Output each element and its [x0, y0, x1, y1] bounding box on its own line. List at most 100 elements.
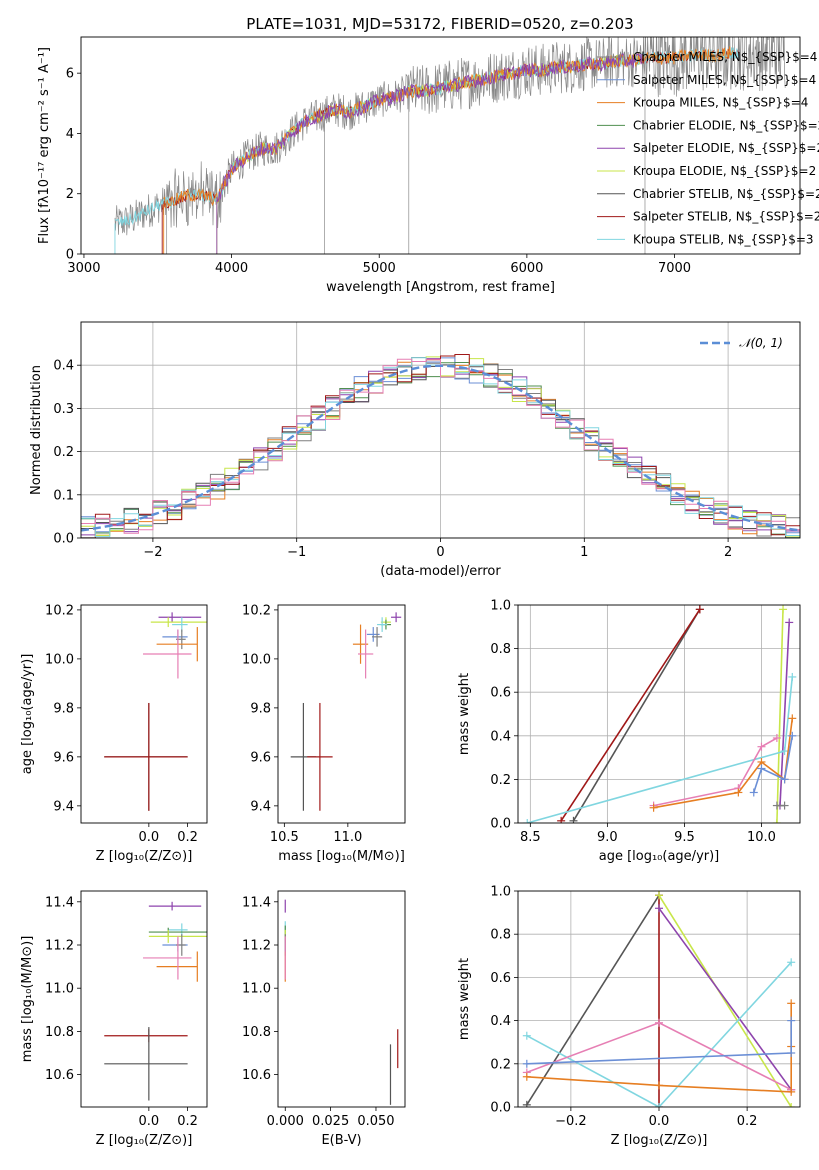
mass-weight-line — [658, 894, 792, 1107]
y-tick-label: 6 — [66, 67, 74, 82]
y-tick-label: 11.2 — [45, 939, 74, 954]
y-tick-label: 0.3 — [53, 402, 74, 417]
y-tick-label: 1.0 — [490, 885, 511, 900]
marker — [522, 1072, 531, 1081]
data-point — [172, 617, 188, 632]
y-tick-label: 0.2 — [490, 773, 511, 788]
mass-weight-line — [753, 735, 794, 793]
data-point — [156, 627, 198, 662]
x-tick-label: 0.0 — [139, 1114, 160, 1129]
x-tick-label: 6000 — [510, 261, 543, 276]
massweight_vs_Z-x-axis-label: Z [log₁₀(Z/Z⊙)] — [611, 1133, 708, 1148]
marker — [557, 816, 566, 823]
mass_vs_Z-x-axis-label: Z [log₁₀(Z/Z⊙)] — [96, 1133, 193, 1148]
spectrum-legend: Chabrier MILES, N$_{SSP}$=4 Salpeter MILE… — [597, 50, 819, 246]
data-point — [148, 927, 207, 937]
data-point — [143, 629, 192, 679]
y-tick-label: 4 — [66, 127, 74, 142]
legend-entry: Salpeter ELODIE, N$_{SSP}$=2 — [633, 141, 819, 155]
marker — [772, 733, 781, 742]
mass_vs_Z-plot-area — [104, 901, 207, 1101]
mass-weight-line — [658, 907, 792, 1091]
x-tick-label: 1 — [580, 545, 588, 560]
x-tick-label: 4000 — [215, 261, 248, 276]
axes-frame — [277, 890, 406, 1108]
data-point — [162, 629, 188, 645]
legend-entry: Kroupa STELIB, N$_{SSP}$=3 — [633, 232, 814, 246]
massweight_vs_Z-plot-area — [518, 891, 800, 1107]
marker — [787, 958, 796, 967]
mass-weight-line — [572, 608, 701, 822]
y-tick-label: 10.0 — [45, 652, 74, 667]
marker — [749, 788, 758, 797]
axes-frame — [80, 321, 801, 539]
y-tick-label: 10.2 — [242, 603, 271, 618]
marker — [734, 788, 743, 797]
data-point — [307, 702, 333, 811]
data-point — [148, 901, 202, 911]
axes-frame — [80, 604, 208, 824]
marker — [785, 618, 794, 627]
y-tick-label: 9.4 — [53, 799, 74, 814]
marker — [787, 1087, 796, 1096]
y-tick-label: 11.0 — [45, 982, 74, 997]
massweight_vs_age-panel: 8.5 9.0 9.5 10.0 0.0 0.2 0.4 0.6 0.8 1.0 age [log₁… — [457, 599, 801, 864]
x-tick-label: −2 — [143, 545, 162, 560]
y-tick-label: 10.8 — [45, 1025, 74, 1040]
legend-entry: Kroupa ELODIE, N$_{SSP}$=2 — [633, 164, 816, 178]
mass-weight-line — [776, 609, 784, 823]
y-tick-label: 11.4 — [45, 895, 74, 910]
marker — [788, 731, 797, 740]
y-tick-label: 0.2 — [490, 1057, 511, 1072]
marker — [757, 742, 766, 751]
marker — [787, 1103, 796, 1107]
age_vs_Z-plot-area — [104, 612, 207, 811]
y-tick-label: 0.4 — [53, 359, 74, 374]
y-tick-label: 0.2 — [53, 445, 74, 460]
y-tick-label: 9.4 — [250, 799, 271, 814]
massweight_vs_age-x-axis-label: age [log₁₀(age/yr)] — [599, 849, 720, 864]
x-tick-label: 7000 — [658, 261, 691, 276]
marker — [780, 775, 789, 784]
residuals-plot-area — [81, 322, 800, 538]
marker — [649, 803, 658, 812]
y-tick-label: 11.4 — [242, 895, 271, 910]
age_vs_Z-panel: 0.0 0.2 9.4 9.6 9.8 10.0 10.2 Z [log₁₀(Z/Z⊙)] ag… — [20, 603, 208, 864]
legend-entry: Chabrier MILES, N$_{SSP}$=4 — [633, 50, 817, 64]
mass_vs_ebv-plot-area — [284, 899, 399, 1105]
spectrum-plot-area — [114, 37, 786, 254]
x-tick-label: 0.000 — [267, 1114, 304, 1129]
x-tick-label: 3000 — [67, 261, 100, 276]
y-tick-label: 0.0 — [53, 532, 74, 547]
x-tick-label: 0.0 — [139, 830, 160, 845]
marker — [788, 672, 797, 681]
marker — [569, 816, 578, 823]
spectrum-x-axis-label: wavelength [Angstrom, rest frame] — [326, 280, 555, 295]
data-point — [366, 627, 380, 642]
marker — [787, 1049, 796, 1057]
y-tick-label: 2 — [66, 187, 74, 202]
legend-entry: Chabrier STELIB, N$_{SSP}$=2 — [633, 187, 819, 201]
marker — [780, 801, 789, 810]
marker — [655, 1081, 663, 1090]
age_vs_mass-plot-area — [290, 612, 402, 811]
y-tick-label: 1.0 — [490, 599, 511, 614]
figure-title: PLATE=1031, MJD=53172, FIBERID=0520, z=0… — [246, 15, 633, 33]
y-tick-label: 0.0 — [490, 1101, 511, 1116]
massweight_vs_Z-y-axis-label: mass weight — [457, 958, 472, 1040]
marker — [788, 714, 797, 723]
spectrum-y-axis-label: Flux [fλ10⁻¹⁷ erg cm⁻² s⁻¹ A⁻¹] — [37, 47, 52, 244]
mass-weight-line — [526, 894, 660, 1106]
legend-entry: Salpeter MILES, N$_{SSP}$=4 — [633, 73, 816, 87]
x-tick-label: 0 — [436, 545, 444, 560]
x-tick-label: 10.0 — [747, 830, 776, 845]
mass_vs_Z-panel: 0.0 0.2 10.6 10.8 11.0 11.2 11.4 Z [log₁₀(Z/Z⊙)… — [20, 890, 208, 1148]
marker — [655, 1018, 663, 1027]
y-tick-label: 9.6 — [53, 750, 74, 765]
residuals-y-axis-label: Normed distribution — [29, 365, 44, 495]
marker — [522, 1059, 531, 1068]
marker — [787, 1016, 796, 1025]
spectrum-data-line — [114, 37, 786, 236]
massweight_vs_age-y-axis-label: mass weight — [457, 673, 472, 755]
